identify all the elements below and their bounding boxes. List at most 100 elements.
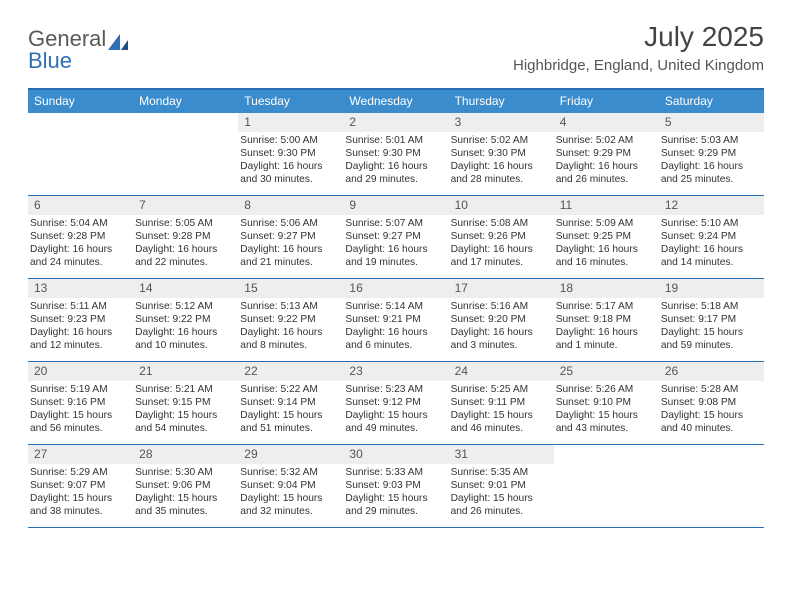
day-header-row: Sunday Monday Tuesday Wednesday Thursday… [28,90,764,113]
day-header-sunday: Sunday [28,90,133,113]
day-number: 8 [238,196,343,215]
daylight-text: Daylight: 16 hours and 6 minutes. [345,326,446,352]
sunrise-text: Sunrise: 5:05 AM [135,217,236,230]
daylight-text: Daylight: 16 hours and 29 minutes. [345,160,446,186]
sunset-text: Sunset: 9:21 PM [345,313,446,326]
day-number: 15 [238,279,343,298]
day-info: Sunrise: 5:29 AMSunset: 9:07 PMDaylight:… [28,466,133,518]
calendar-cell: 28Sunrise: 5:30 AMSunset: 9:06 PMDayligh… [133,445,238,527]
daylight-text: Daylight: 16 hours and 16 minutes. [556,243,657,269]
day-info: Sunrise: 5:32 AMSunset: 9:04 PMDaylight:… [238,466,343,518]
sunrise-text: Sunrise: 5:06 AM [240,217,341,230]
sunset-text: Sunset: 9:03 PM [345,479,446,492]
day-number: 17 [449,279,554,298]
sunset-text: Sunset: 9:30 PM [345,147,446,160]
daylight-text: Daylight: 16 hours and 1 minute. [556,326,657,352]
sunrise-text: Sunrise: 5:18 AM [661,300,762,313]
day-number: 2 [343,113,448,132]
day-info: Sunrise: 5:22 AMSunset: 9:14 PMDaylight:… [238,383,343,435]
daylight-text: Daylight: 15 hours and 38 minutes. [30,492,131,518]
day-header-wednesday: Wednesday [343,90,448,113]
sunset-text: Sunset: 9:17 PM [661,313,762,326]
daylight-text: Daylight: 15 hours and 35 minutes. [135,492,236,518]
title-block: July 2025 Highbridge, England, United Ki… [513,22,764,74]
daylight-text: Daylight: 16 hours and 8 minutes. [240,326,341,352]
day-info: Sunrise: 5:09 AMSunset: 9:25 PMDaylight:… [554,217,659,269]
daylight-text: Daylight: 16 hours and 28 minutes. [451,160,552,186]
daylight-text: Daylight: 16 hours and 17 minutes. [451,243,552,269]
day-info: Sunrise: 5:00 AMSunset: 9:30 PMDaylight:… [238,134,343,186]
calendar-cell: 7Sunrise: 5:05 AMSunset: 9:28 PMDaylight… [133,196,238,278]
sunrise-text: Sunrise: 5:22 AM [240,383,341,396]
day-number: 6 [28,196,133,215]
calendar-cell: 2 Sunrise: 5:01 AMSunset: 9:30 PMDaylight… [343,113,448,195]
daylight-text: Daylight: 15 hours and 51 minutes. [240,409,341,435]
sunrise-text: Sunrise: 5:29 AM [30,466,131,479]
sunset-text: Sunset: 9:28 PM [30,230,131,243]
sunset-text: Sunset: 9:18 PM [556,313,657,326]
logo-text: GeneralBlue [28,28,128,72]
day-info: Sunrise: 5:04 AMSunset: 9:28 PMDaylight:… [28,217,133,269]
daylight-text: Daylight: 15 hours and 43 minutes. [556,409,657,435]
sunrise-text: Sunrise: 5:23 AM [345,383,446,396]
calendar-cell: 5Sunrise: 5:03 AMSunset: 9:29 PMDaylight… [659,113,764,195]
sunset-text: Sunset: 9:10 PM [556,396,657,409]
day-number: 12 [659,196,764,215]
sunset-text: Sunset: 9:12 PM [345,396,446,409]
sunset-text: Sunset: 9:11 PM [451,396,552,409]
calendar-cell [28,113,133,195]
daylight-text: Daylight: 16 hours and 12 minutes. [30,326,131,352]
location: Highbridge, England, United Kingdom [513,57,764,74]
daylight-text: Daylight: 15 hours and 49 minutes. [345,409,446,435]
sunset-text: Sunset: 9:16 PM [30,396,131,409]
header: GeneralBlue July 2025 Highbridge, Englan… [28,22,764,74]
sunrise-text: Sunrise: 5:02 AM [451,134,552,147]
calendar-cell: 20Sunrise: 5:19 AMSunset: 9:16 PMDayligh… [28,362,133,444]
calendar: Sunday Monday Tuesday Wednesday Thursday… [28,88,764,528]
sunset-text: Sunset: 9:24 PM [661,230,762,243]
calendar-cell: 13 Sunrise: 5:11 AMSunset: 9:23 PMDayligh… [28,279,133,361]
day-header-tuesday: Tuesday [238,90,343,113]
daylight-text: Daylight: 16 hours and 3 minutes. [451,326,552,352]
day-info: Sunrise: 5:11 AMSunset: 9:23 PMDaylight:… [28,300,133,352]
calendar-cell: 16 Sunrise: 5:14 AMSunset: 9:21 PMDayligh… [343,279,448,361]
sunset-text: Sunset: 9:23 PM [30,313,131,326]
calendar-cell: 30Sunrise: 5:33 AMSunset: 9:03 PMDayligh… [343,445,448,527]
calendar-cell: 4Sunrise: 5:02 AMSunset: 9:29 PMDaylight… [554,113,659,195]
daylight-text: Daylight: 15 hours and 26 minutes. [451,492,552,518]
day-header-saturday: Saturday [659,90,764,113]
day-info: Sunrise: 5:14 AMSunset: 9:21 PMDaylight:… [343,300,448,352]
daylight-text: Daylight: 15 hours and 32 minutes. [240,492,341,518]
sunrise-text: Sunrise: 5:17 AM [556,300,657,313]
calendar-cell: 17Sunrise: 5:16 AMSunset: 9:20 PMDayligh… [449,279,554,361]
daylight-text: Daylight: 15 hours and 40 minutes. [661,409,762,435]
sunset-text: Sunset: 9:08 PM [661,396,762,409]
daylight-text: Daylight: 16 hours and 19 minutes. [345,243,446,269]
sunrise-text: Sunrise: 5:21 AM [135,383,236,396]
day-number: 26 [659,362,764,381]
day-info: Sunrise: 5:23 AMSunset: 9:12 PMDaylight:… [343,383,448,435]
sunrise-text: Sunrise: 5:10 AM [661,217,762,230]
sunrise-text: Sunrise: 5:19 AM [30,383,131,396]
day-info: Sunrise: 5:18 AMSunset: 9:17 PMDaylight:… [659,300,764,352]
sunset-text: Sunset: 9:22 PM [240,313,341,326]
day-number: 16 [343,279,448,298]
day-number: 22 [238,362,343,381]
calendar-cell [659,445,764,527]
daylight-text: Daylight: 16 hours and 14 minutes. [661,243,762,269]
sunrise-text: Sunrise: 5:01 AM [345,134,446,147]
sunset-text: Sunset: 9:06 PM [135,479,236,492]
day-number: 3 [449,113,554,132]
day-number: 18 [554,279,659,298]
sunrise-text: Sunrise: 5:13 AM [240,300,341,313]
sunrise-text: Sunrise: 5:02 AM [556,134,657,147]
day-info: Sunrise: 5:30 AMSunset: 9:06 PMDaylight:… [133,466,238,518]
calendar-cell: 8Sunrise: 5:06 AMSunset: 9:27 PMDaylight… [238,196,343,278]
sunset-text: Sunset: 9:30 PM [451,147,552,160]
sunrise-text: Sunrise: 5:32 AM [240,466,341,479]
day-info: Sunrise: 5:05 AMSunset: 9:28 PMDaylight:… [133,217,238,269]
day-info: Sunrise: 5:12 AMSunset: 9:22 PMDaylight:… [133,300,238,352]
sunrise-text: Sunrise: 5:07 AM [345,217,446,230]
day-number: 13 [28,279,133,298]
calendar-cell: 3 Sunrise: 5:02 AMSunset: 9:30 PMDaylight… [449,113,554,195]
